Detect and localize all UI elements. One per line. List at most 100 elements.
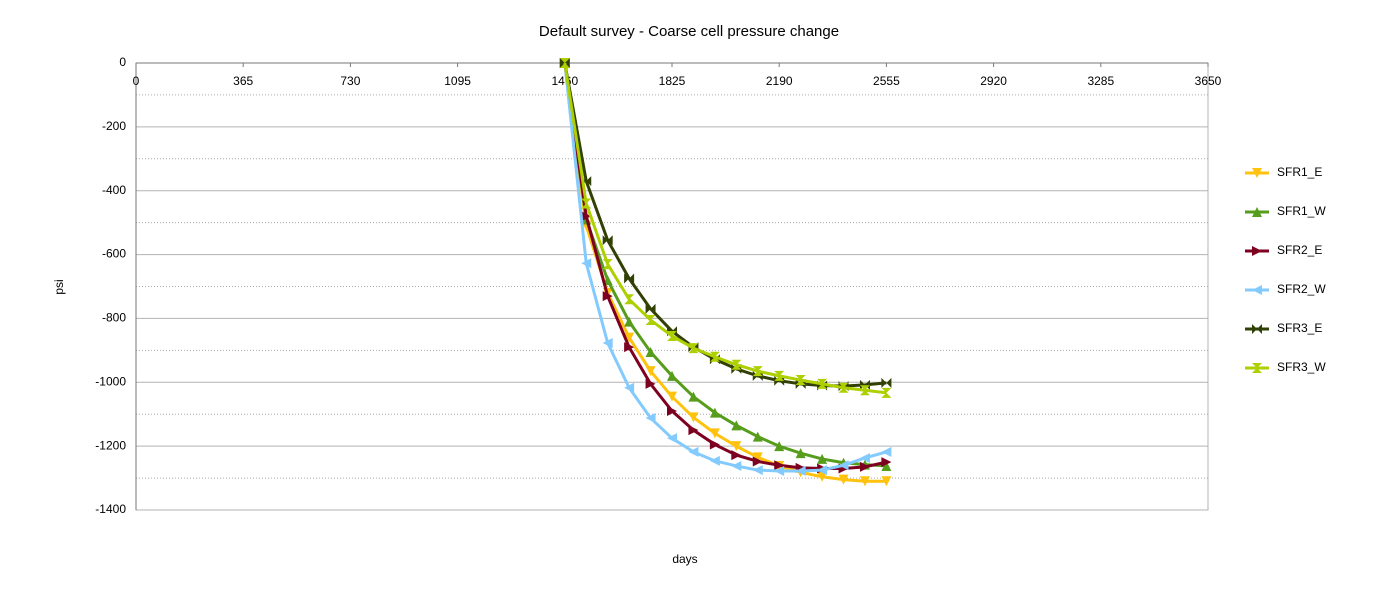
point-marker xyxy=(859,385,870,396)
point-marker xyxy=(817,471,828,482)
point-marker xyxy=(752,431,763,442)
point-marker xyxy=(774,370,785,381)
point-marker xyxy=(624,316,635,327)
point-marker xyxy=(645,366,656,377)
legend-label: SFR2_E xyxy=(1277,243,1322,257)
point-marker xyxy=(645,346,656,357)
series-line xyxy=(563,62,887,483)
point-marker xyxy=(709,439,720,450)
legend-marker xyxy=(1252,168,1262,178)
point-marker xyxy=(624,342,635,353)
x-tick-label: 1825 xyxy=(659,74,686,88)
point-marker xyxy=(602,338,613,349)
point-marker xyxy=(645,378,656,389)
point-marker xyxy=(688,446,699,457)
point-marker xyxy=(752,465,763,476)
point-marker xyxy=(709,455,720,466)
point-marker xyxy=(581,211,592,222)
point-marker xyxy=(667,406,677,417)
point-marker xyxy=(881,387,892,398)
point-marker xyxy=(624,332,635,343)
point-marker xyxy=(774,460,785,471)
point-marker xyxy=(731,450,742,461)
x-tick-label: 730 xyxy=(340,74,360,88)
point-marker xyxy=(581,258,592,269)
legend-marker xyxy=(1252,363,1262,373)
point-marker xyxy=(881,457,892,468)
y-tick-label: -800 xyxy=(102,311,126,325)
legend-marker xyxy=(1252,246,1262,256)
legend-marker xyxy=(1252,285,1262,295)
point-marker xyxy=(881,377,892,388)
point-marker xyxy=(774,441,785,452)
point-marker xyxy=(709,428,720,439)
legend-label: SFR3_E xyxy=(1277,321,1322,335)
x-tick-label: 1460 xyxy=(551,74,578,88)
point-marker xyxy=(688,391,699,402)
plot-area xyxy=(135,62,1209,511)
x-tick-label: 3650 xyxy=(1195,74,1222,88)
y-tick-label: -600 xyxy=(102,247,126,261)
y-tick-label: -200 xyxy=(102,119,126,133)
point-marker xyxy=(731,359,742,370)
point-marker xyxy=(559,58,570,68)
y-tick-label: -1000 xyxy=(95,374,126,388)
x-tick-label: 365 xyxy=(233,74,253,88)
x-axis-label: days xyxy=(672,552,697,566)
point-marker xyxy=(838,382,849,393)
point-marker xyxy=(667,370,677,381)
y-tick-label: 0 xyxy=(119,55,126,69)
legend-marker xyxy=(1252,324,1262,334)
y-axis-label: psi xyxy=(52,279,66,294)
point-marker xyxy=(688,425,699,436)
point-marker xyxy=(709,351,720,362)
point-marker xyxy=(774,466,785,477)
chart-title: Default survey - Coarse cell pressure ch… xyxy=(539,23,839,40)
series-line xyxy=(563,62,887,473)
point-marker xyxy=(709,407,720,418)
point-marker xyxy=(624,294,635,305)
x-tick-label: 0 xyxy=(133,74,140,88)
point-marker xyxy=(602,291,613,302)
series-line xyxy=(563,62,887,395)
x-tick-label: 1095 xyxy=(444,74,471,88)
point-marker xyxy=(645,315,656,326)
point-marker xyxy=(838,474,849,485)
legend-label: SFR3_W xyxy=(1277,360,1326,374)
point-marker xyxy=(667,433,677,444)
series-line xyxy=(563,62,887,388)
y-tick-label: -1200 xyxy=(95,438,126,452)
point-marker xyxy=(752,366,763,377)
point-marker xyxy=(602,259,613,270)
point-marker xyxy=(881,446,892,457)
legend-label: SFR1_W xyxy=(1277,204,1326,218)
x-tick-label: 2190 xyxy=(766,74,793,88)
legend-label: SFR2_W xyxy=(1277,282,1326,296)
point-marker xyxy=(645,413,656,424)
point-marker xyxy=(859,452,870,463)
x-tick-label: 2920 xyxy=(980,74,1007,88)
legend-marker xyxy=(1252,207,1262,217)
series-line xyxy=(563,62,887,468)
series-line xyxy=(563,62,887,470)
point-marker xyxy=(752,452,763,463)
point-marker xyxy=(795,466,806,477)
y-tick-label: -1400 xyxy=(95,502,126,516)
point-marker xyxy=(581,198,592,209)
point-marker xyxy=(795,448,806,459)
legend-label: SFR1_E xyxy=(1277,165,1322,179)
point-marker xyxy=(838,460,849,471)
point-marker xyxy=(817,453,828,464)
point-marker xyxy=(752,456,763,467)
y-tick-label: -400 xyxy=(102,183,126,197)
point-marker xyxy=(859,461,870,472)
point-marker xyxy=(667,391,677,402)
point-marker xyxy=(624,273,635,284)
point-marker xyxy=(624,382,635,393)
point-marker xyxy=(881,460,892,471)
x-tick-label: 3285 xyxy=(1087,74,1114,88)
point-marker xyxy=(817,378,828,389)
point-marker xyxy=(731,460,742,471)
